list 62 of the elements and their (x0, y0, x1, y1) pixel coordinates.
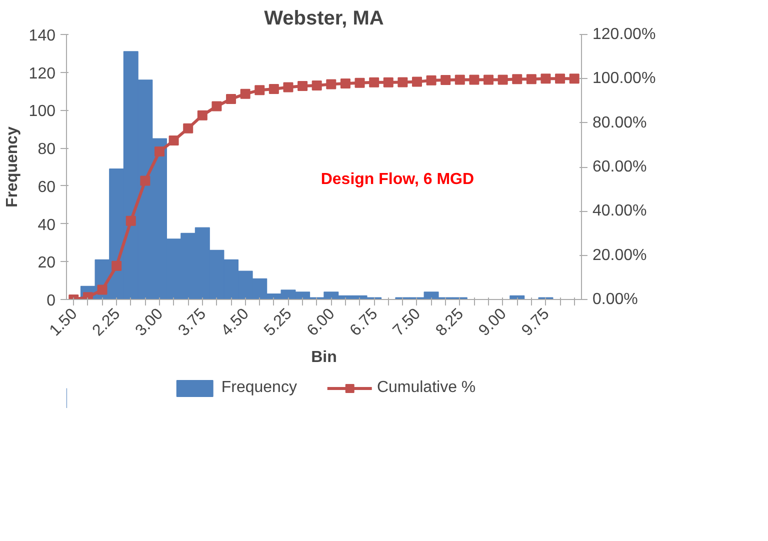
y-tick-label: 140 (28, 28, 56, 44)
point (354, 78, 365, 88)
x-tick-label: 6.00 (304, 305, 338, 340)
y-tick-label: 80 (38, 141, 56, 158)
point (97, 284, 108, 295)
x-tick-label: 9.00 (476, 305, 510, 340)
point (168, 136, 179, 146)
point (197, 110, 208, 120)
chart-title: Webster, MA (264, 8, 384, 30)
legend-label: Frequency (221, 379, 297, 397)
x-tick-label: 6.75 (347, 305, 382, 340)
point (369, 77, 380, 88)
point (569, 74, 580, 84)
y2-tick-label: 40.00% (592, 202, 647, 220)
point (268, 84, 279, 94)
y2-tick-label: 120.00% (592, 26, 656, 43)
x-tick-label: 7.50 (390, 305, 424, 340)
legend-label: Cumulative % (376, 379, 476, 397)
y2-tick-label: 0.00% (592, 291, 638, 308)
point (140, 176, 150, 186)
annotation: Design Flow, 6 MGD (320, 171, 474, 188)
point (440, 74, 451, 85)
y-axis-title: Frequency (4, 126, 21, 208)
y-tick-label: 20 (38, 254, 56, 272)
point (540, 74, 551, 84)
point (555, 74, 566, 84)
point (326, 79, 336, 90)
point (469, 74, 480, 85)
point (412, 76, 422, 87)
point (112, 260, 122, 271)
y-tick-label: 0 (46, 292, 56, 310)
point (454, 74, 465, 85)
point (484, 74, 494, 85)
y-tick-label: 120 (28, 65, 56, 82)
point (498, 74, 508, 85)
point (212, 101, 222, 112)
point (126, 216, 136, 226)
point (283, 82, 294, 92)
y-tick-label: 60 (38, 178, 56, 196)
x-tick-label: 3.00 (132, 305, 167, 340)
point (240, 88, 250, 99)
point (398, 77, 408, 88)
point (526, 74, 536, 84)
y-tick-label: 100 (28, 103, 56, 120)
point (298, 80, 308, 91)
x-axis-title: Bin (311, 349, 337, 366)
x-tick-label: 4.50 (218, 305, 252, 340)
point (426, 75, 436, 86)
y-tick-label: 40 (38, 216, 56, 234)
point (154, 146, 164, 157)
point (383, 77, 394, 88)
point (312, 80, 322, 91)
y2-tick-label: 100.00% (592, 70, 656, 88)
point (183, 123, 194, 134)
y2-tick-label: 20.00% (592, 246, 647, 264)
point (512, 74, 522, 84)
y2-tick-label: 60.00% (592, 158, 647, 176)
point (226, 94, 236, 104)
y2-tick-label: 80.00% (592, 114, 647, 132)
x-tick-label: 9.75 (518, 305, 553, 340)
point (340, 78, 350, 89)
point (254, 85, 265, 96)
